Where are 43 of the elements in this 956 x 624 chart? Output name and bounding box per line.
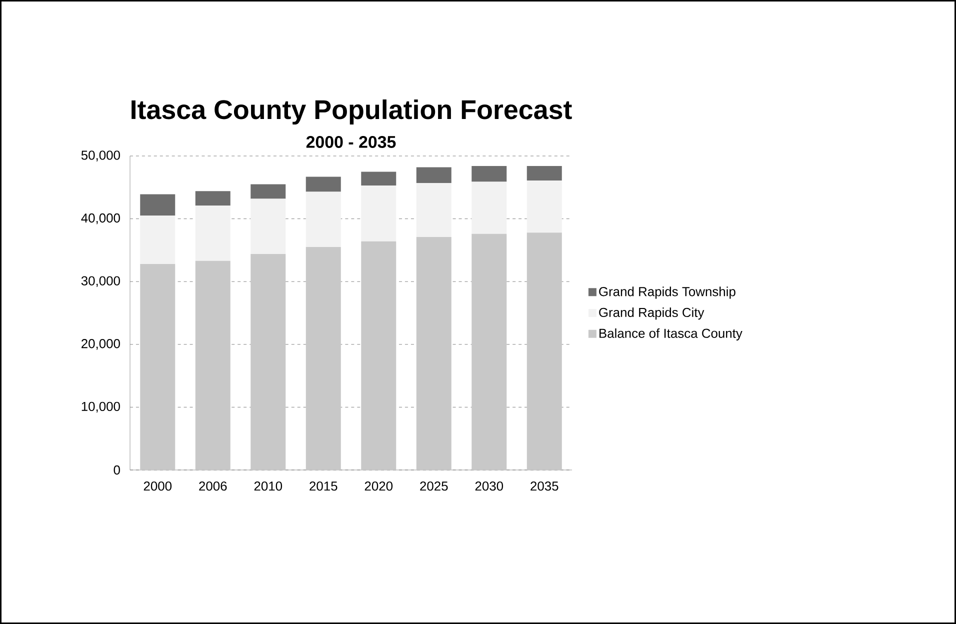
y-tick-label: 0 (114, 465, 120, 475)
legend-label: Grand Rapids City (599, 308, 704, 320)
x-tick-label: 2025 (420, 482, 448, 491)
bar (472, 234, 507, 470)
bar (250, 184, 286, 199)
bar (361, 172, 396, 186)
bar (526, 180, 562, 233)
bar (306, 192, 341, 248)
bar (526, 166, 562, 180)
x-tick-label: 2020 (364, 482, 393, 491)
bar (250, 254, 286, 470)
bar (140, 216, 176, 264)
y-tick-label: 50,000 (81, 150, 120, 162)
chart-subtitle: 2000 - 2035 (306, 136, 396, 148)
bar (140, 194, 176, 216)
x-tick-label: 2010 (254, 482, 282, 491)
bar (472, 182, 507, 234)
x-tick-label: 2035 (530, 482, 558, 491)
legend-label: Grand Rapids Township (599, 286, 736, 299)
bar (306, 247, 341, 470)
y-tick-label: 10,000 (82, 402, 120, 413)
bar (361, 186, 396, 242)
x-tick-label: 2006 (199, 482, 227, 491)
bar (195, 260, 230, 470)
x-tick-label: 2015 (310, 482, 338, 491)
x-tick-label: 2030 (475, 482, 504, 491)
bar (416, 182, 452, 237)
bar (416, 167, 452, 183)
bar (195, 206, 230, 261)
bar (526, 232, 562, 470)
y-tick-label: 30,000 (81, 276, 120, 287)
y-tick-label: 20,000 (82, 339, 120, 350)
bar (250, 198, 286, 254)
bar (306, 176, 341, 192)
chart-title: Itasca County Population Forecast (132, 99, 572, 125)
bar (361, 241, 396, 470)
bar (195, 191, 230, 206)
bar (472, 166, 507, 182)
legend-label: Balance of Itasca County (600, 328, 742, 340)
bar (416, 237, 452, 470)
x-tick-label: 2000 (144, 482, 172, 491)
bar (140, 264, 176, 470)
y-tick-label: 40,000 (81, 213, 120, 224)
